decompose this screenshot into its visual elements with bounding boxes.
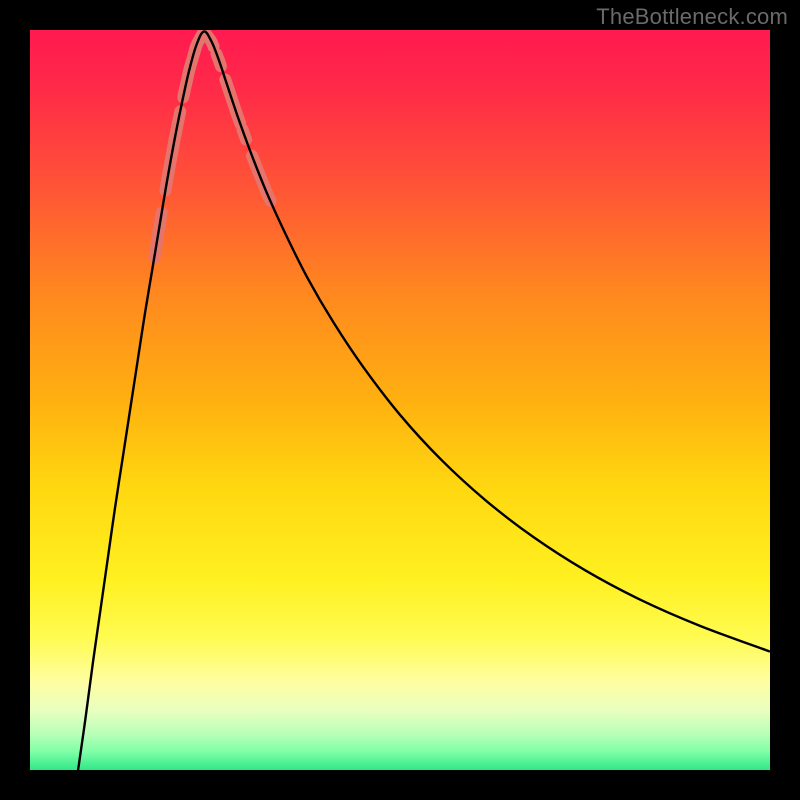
bottleneck-curve — [78, 31, 770, 770]
watermark-text: TheBottleneck.com — [596, 4, 788, 30]
plot-area — [30, 30, 770, 770]
marker-group — [154, 31, 270, 257]
curve-layer — [30, 30, 770, 770]
